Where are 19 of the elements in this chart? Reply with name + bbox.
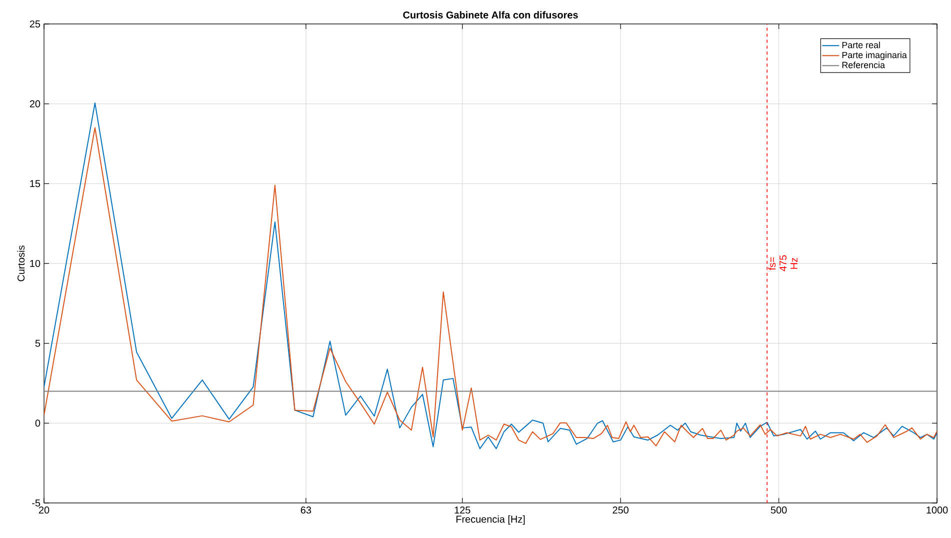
y-tick-label: 15 <box>30 180 40 188</box>
x-tick-label: 500 <box>770 506 787 514</box>
y-tick-label: 5 <box>35 340 40 347</box>
legend-label: Referencia <box>842 62 886 68</box>
x-tick-label: 125 <box>454 506 470 514</box>
ref-line-label: fs= 475 Hz <box>768 255 798 272</box>
y-tick-label: 0 <box>35 420 40 427</box>
y-tick-label: -5 <box>32 500 40 506</box>
y-tick-label: 20 <box>30 100 40 108</box>
y-tick-label: 10 <box>30 260 40 268</box>
legend-label: Parte real <box>842 42 880 48</box>
x-tick-label: 1000 <box>926 506 948 514</box>
x-axis-title: Frecuencia [Hz] <box>456 515 525 525</box>
chart-title: Curtosis Gabinete Alfa con difusores <box>403 11 578 18</box>
x-tick-label: 63 <box>300 506 312 514</box>
y-axis-title: Curtosis <box>17 246 25 282</box>
legend-label: Parte imaginaria <box>842 52 907 60</box>
y-tick-label: 25 <box>30 20 40 28</box>
x-tick-label: 250 <box>612 506 628 514</box>
